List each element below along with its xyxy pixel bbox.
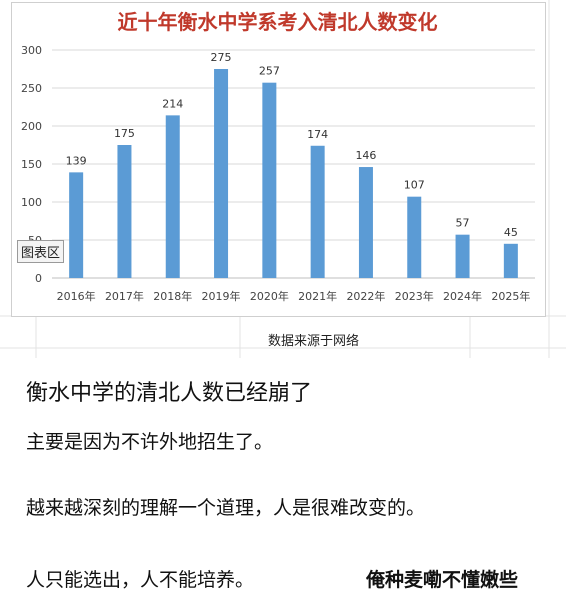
x-tick-label: 2017年 [105, 289, 144, 303]
chart-image-region: 近十年衡水中学系考入清北人数变化 05010015020025030013920… [0, 0, 566, 358]
x-tick-label: 2024年 [443, 289, 482, 303]
data-label: 257 [259, 65, 280, 78]
bar [262, 82, 277, 279]
x-tick-label: 2021年 [298, 289, 337, 303]
data-label: 214 [162, 97, 183, 110]
y-tick-label: 100 [21, 196, 42, 209]
data-label: 175 [114, 127, 135, 140]
x-tick-label: 2022年 [346, 289, 385, 303]
bar [358, 167, 373, 278]
bar-chart: 0501001502002503001392016年1752017年214201… [21, 44, 535, 303]
x-tick-label: 2020年 [250, 289, 289, 303]
chart-area-tag: 图表区 [17, 240, 65, 263]
bar [503, 243, 518, 278]
bar [69, 172, 84, 278]
author-signature: 俺种麦嘞不懂嫩些 [366, 569, 519, 591]
x-tick-label: 2016年 [57, 289, 96, 303]
y-tick-label: 150 [21, 158, 42, 171]
y-tick-label: 0 [35, 272, 42, 285]
bar [214, 69, 229, 278]
data-label: 107 [404, 179, 425, 192]
source-caption: 数据来源于网络 [268, 334, 360, 349]
x-tick-label: 2018年 [153, 289, 192, 303]
y-tick-label: 200 [21, 120, 42, 133]
x-tick-label: 2019年 [202, 289, 241, 303]
bar [455, 234, 470, 278]
data-label: 45 [504, 226, 518, 239]
bar [165, 115, 180, 278]
post-line-3: 人只能选出，人不能培养。 [26, 569, 255, 591]
post-line-1: 主要是因为不许外地招生了。 [26, 431, 274, 453]
data-label: 146 [355, 149, 376, 162]
bar [310, 145, 325, 278]
data-label: 275 [211, 51, 232, 64]
y-tick-label: 250 [21, 82, 42, 95]
y-tick-label: 300 [21, 44, 42, 57]
x-tick-label: 2023年 [395, 289, 434, 303]
data-label: 174 [307, 128, 328, 141]
post-line-2: 越来越深刻的理解一个道理，人是很难改变的。 [26, 497, 426, 519]
data-label: 57 [456, 217, 470, 230]
bar [407, 196, 422, 278]
x-tick-label: 2025年 [491, 289, 530, 303]
bar [117, 145, 132, 278]
chart-title: 近十年衡水中学系考入清北人数变化 [117, 10, 438, 34]
post-heading: 衡水中学的清北人数已经崩了 [26, 381, 313, 406]
data-label: 139 [66, 154, 87, 167]
